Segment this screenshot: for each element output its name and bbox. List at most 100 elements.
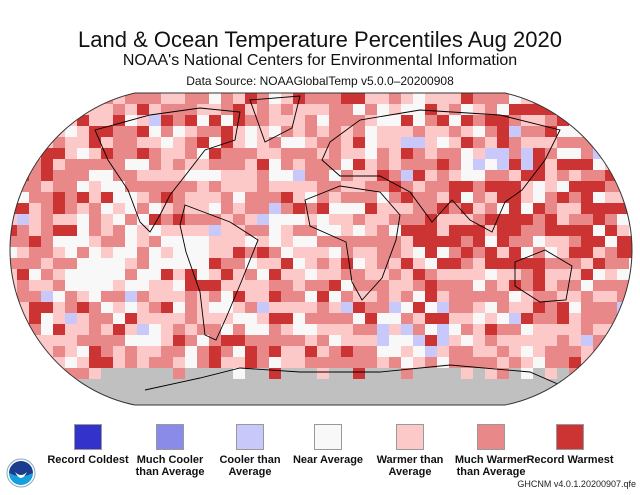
grid-cell <box>593 258 605 269</box>
grid-cell <box>509 214 521 225</box>
grid-cell <box>77 335 89 346</box>
grid-cell <box>293 214 305 225</box>
grid-cell <box>245 93 257 104</box>
grid-cell <box>29 280 41 291</box>
grid-cell <box>257 324 269 335</box>
grid-cell <box>185 181 197 192</box>
grid-cell <box>293 170 305 181</box>
grid-cell <box>353 280 365 291</box>
grid-cell <box>89 137 101 148</box>
grid-cell <box>389 93 401 104</box>
grid-cell <box>257 126 269 137</box>
grid-cell <box>437 357 449 368</box>
grid-cell <box>149 126 161 137</box>
grid-cell <box>197 324 209 335</box>
grid-cell <box>485 335 497 346</box>
grid-cell <box>269 291 281 302</box>
grid-cell <box>245 104 257 115</box>
grid-cell <box>209 137 221 148</box>
grid-cell <box>317 346 329 357</box>
grid-cell <box>77 225 89 236</box>
grid-cell <box>53 148 65 159</box>
grid-cell <box>329 302 341 313</box>
grid-cell <box>113 104 125 115</box>
grid-cell <box>233 225 245 236</box>
grid-cell <box>281 115 293 126</box>
grid-cell <box>389 148 401 159</box>
grid-cell <box>617 137 629 148</box>
grid-cell <box>617 346 629 357</box>
grid-cell <box>17 93 29 104</box>
grid-cell <box>161 126 173 137</box>
grid-cell <box>293 225 305 236</box>
grid-cell <box>233 137 245 148</box>
grid-cell <box>269 280 281 291</box>
grid-cell <box>497 148 509 159</box>
grid-cell <box>305 313 317 324</box>
grid-cell <box>593 313 605 324</box>
grid-cell <box>329 335 341 346</box>
grid-cell <box>581 236 593 247</box>
grid-cell <box>437 335 449 346</box>
grid-cell <box>389 335 401 346</box>
grid-cell <box>17 203 29 214</box>
grid-cell <box>473 93 485 104</box>
grid-cell <box>605 170 617 181</box>
grid-cell <box>293 324 305 335</box>
grid-cell <box>521 104 533 115</box>
grid-cell <box>413 258 425 269</box>
grid-cell <box>113 181 125 192</box>
grid-cell <box>617 324 629 335</box>
grid-cell <box>521 192 533 203</box>
grid-cell <box>497 236 509 247</box>
grid-cell <box>65 335 77 346</box>
grid-cell <box>281 258 293 269</box>
grid-cell <box>605 181 617 192</box>
grid-cell <box>317 148 329 159</box>
grid-cell <box>113 115 125 126</box>
grid-cell <box>125 335 137 346</box>
grid-cell <box>281 335 293 346</box>
grid-cell <box>581 192 593 203</box>
grid-cell <box>197 291 209 302</box>
grid-cell <box>581 181 593 192</box>
grid-cell <box>437 126 449 137</box>
grid-cell <box>509 137 521 148</box>
grid-cell <box>317 302 329 313</box>
grid-cell <box>413 192 425 203</box>
grid-cell <box>209 203 221 214</box>
grid-cell <box>497 159 509 170</box>
grid-cell <box>533 126 545 137</box>
grid-cell <box>77 159 89 170</box>
grid-cell <box>185 247 197 258</box>
grid-cell <box>581 225 593 236</box>
grid-cell <box>545 170 557 181</box>
grid-cell <box>461 159 473 170</box>
grid-cell <box>401 159 413 170</box>
grid-cell <box>593 126 605 137</box>
grid-cell <box>161 181 173 192</box>
grid-cell <box>233 269 245 280</box>
grid-cell <box>401 115 413 126</box>
noaa-logo-icon <box>6 458 36 488</box>
grid-cell <box>293 115 305 126</box>
grid-cell <box>125 137 137 148</box>
grid-cell <box>353 368 365 379</box>
grid-cell <box>161 346 173 357</box>
grid-cell <box>437 236 449 247</box>
grid-cell <box>557 225 569 236</box>
grid-cell <box>89 192 101 203</box>
grid-cell <box>41 203 53 214</box>
grid-cell <box>593 269 605 280</box>
grid-cell <box>269 148 281 159</box>
grid-cell <box>10 368 17 379</box>
grid-cell <box>341 148 353 159</box>
grid-cell <box>473 170 485 181</box>
grid-cell <box>245 236 257 247</box>
grid-cell <box>113 247 125 258</box>
grid-cell <box>233 170 245 181</box>
grid-cell <box>341 335 353 346</box>
grid-cell <box>569 225 581 236</box>
grid-cell <box>149 357 161 368</box>
grid-cell <box>521 313 533 324</box>
